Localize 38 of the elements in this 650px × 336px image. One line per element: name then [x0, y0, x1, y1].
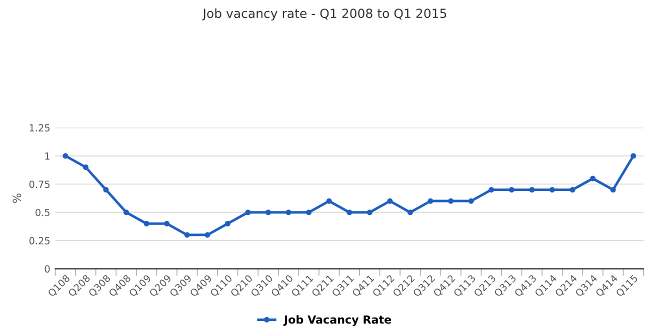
point	[306, 210, 312, 216]
point	[224, 220, 230, 226]
point	[265, 210, 272, 216]
point	[326, 198, 332, 204]
point	[144, 220, 150, 226]
point	[204, 232, 210, 238]
point	[286, 210, 292, 216]
point	[630, 153, 636, 159]
point	[123, 210, 130, 216]
point	[407, 210, 414, 216]
y-tick-label: 1	[45, 152, 50, 160]
point	[590, 176, 596, 182]
y-tick-label: 0	[44, 265, 50, 273]
point	[82, 164, 88, 170]
point	[62, 153, 68, 159]
point	[103, 186, 109, 193]
point	[164, 220, 170, 226]
point	[508, 186, 514, 193]
y-tick-label: 0.75	[29, 180, 50, 188]
y-tick-label: 1.25	[30, 124, 50, 132]
point	[610, 186, 616, 193]
point	[549, 186, 555, 193]
chart-title: Job vacancy rate - Q1 2008 to Q1 2015	[202, 8, 446, 20]
point	[448, 198, 454, 204]
y-axis-title: %	[12, 194, 22, 203]
y-tick-label: 0.25	[29, 237, 50, 244]
point	[488, 186, 494, 193]
point	[468, 198, 474, 204]
point	[570, 186, 576, 193]
point	[184, 232, 190, 238]
point	[529, 186, 535, 193]
point	[346, 210, 352, 216]
point	[366, 210, 372, 216]
point	[245, 210, 251, 216]
point	[387, 198, 393, 204]
legend-label: Job Vacancy Rate	[283, 315, 392, 326]
y-tick-label: 0.5	[36, 208, 50, 216]
point	[428, 198, 434, 204]
